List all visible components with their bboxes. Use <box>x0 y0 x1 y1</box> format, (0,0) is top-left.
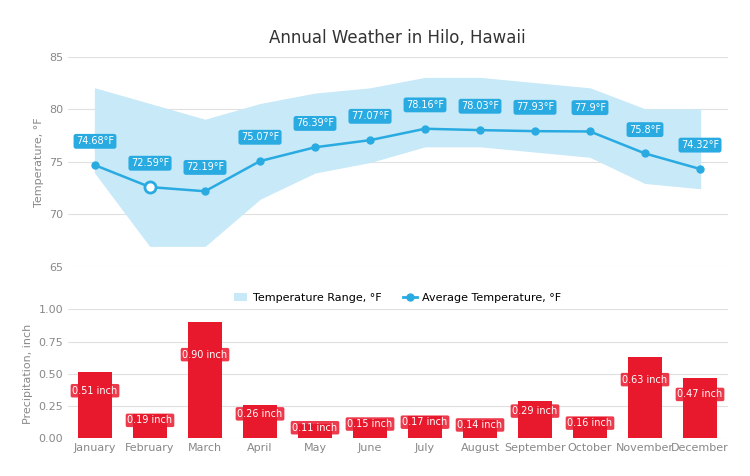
Average Temperature, °F <box>365 137 374 143</box>
Average Temperature, °F <box>695 166 704 172</box>
Bar <box>133 414 167 438</box>
Bar <box>78 372 112 438</box>
Text: 0.26 inch: 0.26 inch <box>237 409 283 419</box>
Text: 78.16°F: 78.16°F <box>406 100 444 110</box>
Text: 0.63 inch: 0.63 inch <box>622 375 668 385</box>
Text: 0.11 inch: 0.11 inch <box>292 423 338 433</box>
Text: 0.90 inch: 0.90 inch <box>182 350 227 360</box>
Bar <box>628 357 662 438</box>
Bar <box>298 424 332 438</box>
Text: 72.19°F: 72.19°F <box>186 162 224 172</box>
Average Temperature, °F <box>146 184 154 190</box>
Text: 74.68°F: 74.68°F <box>76 136 114 146</box>
Legend: Temperature Range, °F, Average Temperature, °F: Temperature Range, °F, Average Temperatu… <box>230 288 566 307</box>
Bar <box>463 420 497 438</box>
Text: 77.9°F: 77.9°F <box>574 103 606 113</box>
Text: 0.19 inch: 0.19 inch <box>128 416 172 426</box>
Average Temperature, °F <box>256 158 265 164</box>
Y-axis label: Precipitation, inch: Precipitation, inch <box>23 324 33 424</box>
Text: 0.47 inch: 0.47 inch <box>677 389 723 399</box>
Text: 0.16 inch: 0.16 inch <box>568 418 613 428</box>
Text: 72.59°F: 72.59°F <box>130 158 170 168</box>
Average Temperature, °F <box>91 162 100 168</box>
Average Temperature, °F <box>586 129 595 134</box>
Text: 77.07°F: 77.07°F <box>351 111 389 121</box>
Text: 77.93°F: 77.93°F <box>516 102 554 112</box>
Title: Annual Weather in Hilo, Hawaii: Annual Weather in Hilo, Hawaii <box>269 29 526 47</box>
Legend: Precipitation, inch: Precipitation, inch <box>334 475 461 476</box>
Text: 0.51 inch: 0.51 inch <box>72 386 118 396</box>
Line: Average Temperature, °F: Average Temperature, °F <box>95 129 700 191</box>
Average Temperature, °F <box>530 129 539 134</box>
Bar <box>518 401 552 438</box>
Text: 75.8°F: 75.8°F <box>629 125 661 135</box>
Average Temperature, °F <box>200 188 209 194</box>
Average Temperature, °F <box>310 144 320 150</box>
Text: 78.03°F: 78.03°F <box>461 101 499 111</box>
Text: 0.14 inch: 0.14 inch <box>458 420 503 430</box>
Text: 0.17 inch: 0.17 inch <box>402 417 448 427</box>
Text: 0.15 inch: 0.15 inch <box>347 419 393 429</box>
Bar <box>188 322 222 438</box>
Average Temperature, °F <box>476 127 484 133</box>
Bar <box>573 417 607 438</box>
Text: 76.39°F: 76.39°F <box>296 119 334 129</box>
Text: 75.07°F: 75.07°F <box>241 132 279 142</box>
Bar <box>353 419 387 438</box>
Bar <box>408 416 442 438</box>
Y-axis label: Temperature, °F: Temperature, °F <box>34 117 44 207</box>
Average Temperature, °F <box>640 150 650 156</box>
Text: 0.29 inch: 0.29 inch <box>512 406 557 416</box>
Average Temperature, °F <box>421 126 430 131</box>
Bar <box>243 405 277 438</box>
Text: 74.32°F: 74.32°F <box>681 140 719 150</box>
Bar <box>683 377 717 438</box>
